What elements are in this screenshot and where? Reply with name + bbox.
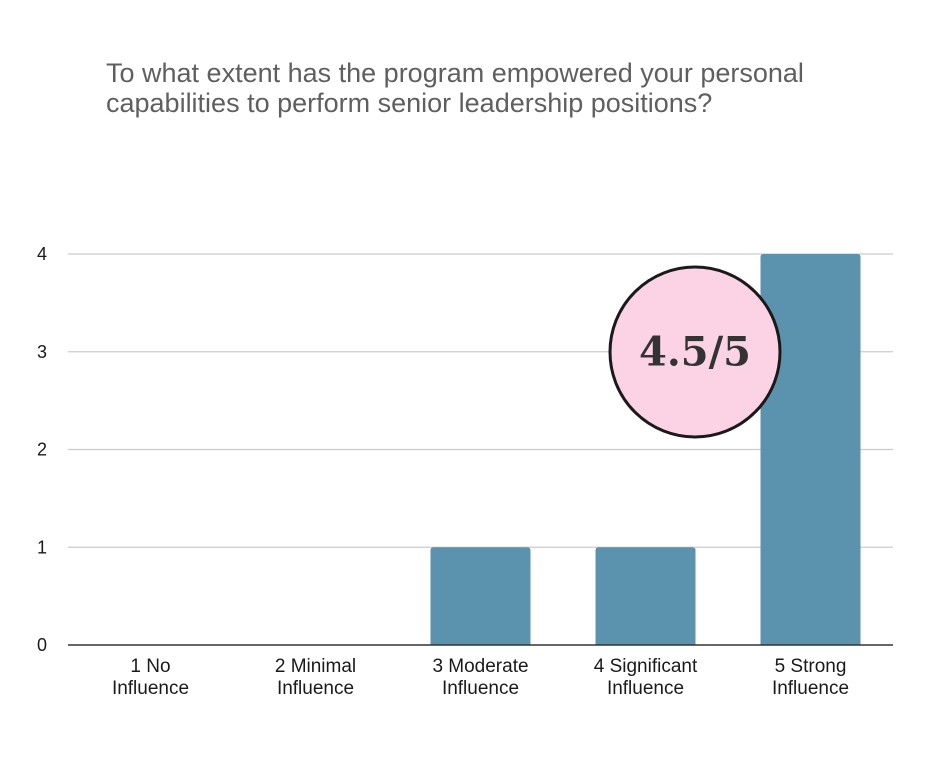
x-category-label: 5 Strong Influence <box>772 656 849 699</box>
bars <box>430 254 861 645</box>
x-category-label: 1 No Influence <box>112 656 189 699</box>
x-category-label: 4 Significant Influence <box>594 656 698 699</box>
x-category-label-line: Influence <box>112 678 189 699</box>
x-category-label-line: Influence <box>772 678 849 699</box>
bar <box>595 547 696 645</box>
x-category-label-line: Influence <box>277 678 354 699</box>
y-tick-label: 3 <box>37 342 47 362</box>
y-tick-label: 1 <box>37 537 47 557</box>
score-badge-circle <box>608 265 782 439</box>
x-category-label-line: Influence <box>442 678 519 699</box>
bar <box>430 547 531 645</box>
x-category-label: 2 Minimal Influence <box>275 656 356 699</box>
x-category-label-line: 1 No <box>130 656 170 677</box>
y-tick-label: 2 <box>37 440 47 460</box>
x-category-label-line: 2 Minimal <box>275 656 356 677</box>
y-tick-label: 4 <box>37 244 47 264</box>
bar <box>760 254 861 645</box>
x-category-label-line: 3 Moderate <box>432 656 528 677</box>
y-tick-label: 0 <box>37 635 47 655</box>
x-category-label-line: 5 Strong <box>775 656 847 677</box>
chart-title: To what extent has the program empowered… <box>106 58 804 118</box>
x-category-label-line: Influence <box>607 678 684 699</box>
y-axis-tick-labels: 0 1 2 3 4 <box>37 244 47 655</box>
score-badge-text: 4.5/5 <box>639 329 751 376</box>
x-category-label-line: 4 Significant <box>594 656 698 677</box>
score-badge: 4.5/5 <box>608 265 782 439</box>
x-category-label: 3 Moderate Influence <box>432 656 528 699</box>
